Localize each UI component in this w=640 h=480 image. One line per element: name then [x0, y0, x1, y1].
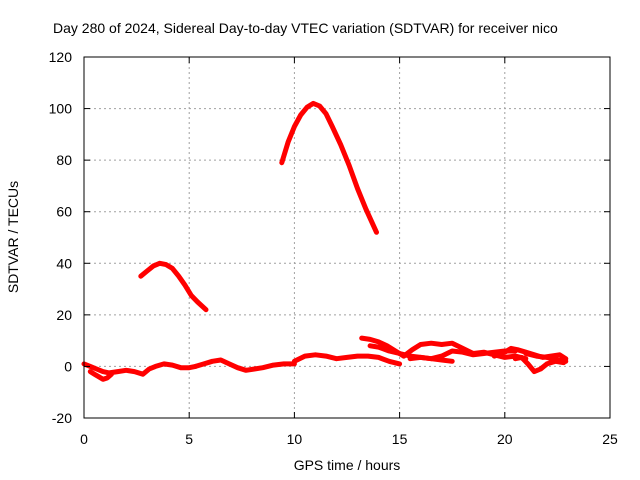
axis-ticks: 0 5 10 15 20 25 -20 0 20 40 60 80 100 120 [49, 49, 618, 447]
y-tick-label: 20 [56, 307, 72, 323]
series-line-arc-6 [291, 352, 403, 367]
series-line-arc-8 [367, 343, 455, 364]
series-line-arc-4 [87, 369, 114, 382]
series-line-arc-3 [81, 361, 198, 377]
series-line-arc-13 [523, 351, 569, 364]
plot-area [83, 56, 611, 419]
y-tick-label: 100 [49, 101, 73, 117]
y-axis-title: SDTVAR / TECUs [5, 181, 21, 293]
series-line-arc-9 [401, 340, 529, 362]
series-layer [81, 100, 569, 382]
x-tick-label: 5 [185, 431, 193, 447]
series-line-arc-5 [193, 357, 297, 373]
series-line-arc-2 [279, 100, 379, 235]
x-tick-label: 15 [392, 431, 408, 447]
x-tick-label: 20 [497, 431, 513, 447]
y-tick-label: 60 [56, 204, 72, 220]
series-line-arc-1 [138, 260, 209, 313]
x-axis-title: GPS time / hours [294, 457, 401, 473]
y-tick-label: 40 [56, 255, 72, 271]
series-line-arc-12 [512, 354, 567, 375]
y-tick-label: 120 [49, 49, 73, 65]
series-line-arc-10 [407, 348, 518, 362]
y-tick-label: 80 [56, 152, 72, 168]
y-tick-label: 0 [64, 358, 72, 374]
chart-title: Day 280 of 2024, Sidereal Day-to-day VTE… [53, 20, 558, 36]
x-tick-label: 10 [287, 431, 303, 447]
y-tick-label: -20 [52, 410, 72, 426]
x-tick-label: 0 [80, 431, 88, 447]
x-tick-label: 25 [602, 431, 618, 447]
